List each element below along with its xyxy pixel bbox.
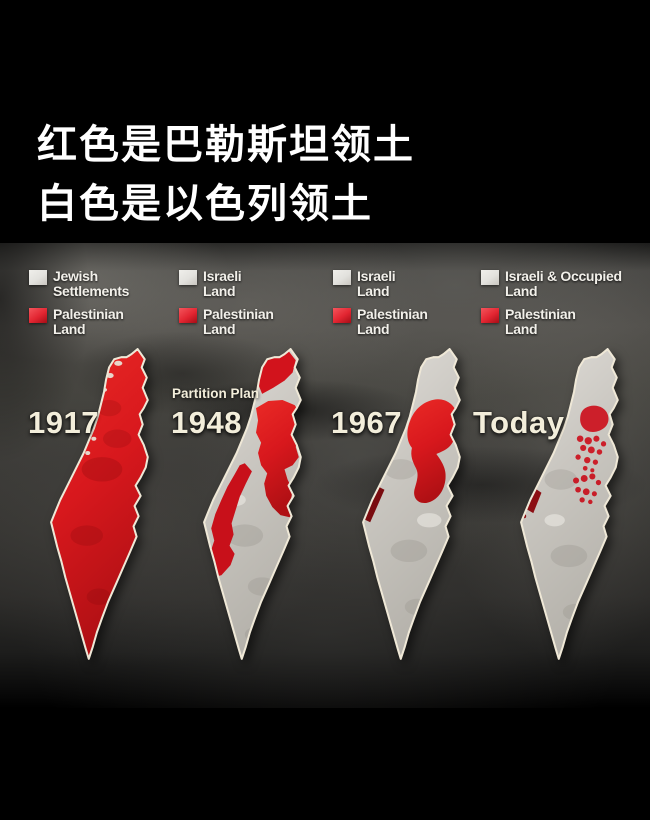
map-today (516, 347, 630, 665)
legend-item-jewish-settlements: Jewish Settlements (29, 269, 129, 299)
west-bank-fragments-north (575, 405, 609, 473)
legend-item-palestinian-land: Palestinian Land (333, 307, 428, 337)
jewish-settlements-label: Jewish Settlements (53, 268, 130, 299)
map-1917-svg (50, 348, 149, 660)
map-today-svg (520, 348, 619, 660)
israeli-land-label: Israeli Land (357, 268, 396, 299)
year-label-1967: 1967 (331, 405, 402, 440)
year-label-1917: 1917 (28, 405, 99, 440)
map-1948 (199, 347, 313, 665)
legend-1917: Jewish Settlements Palestinian Land (29, 269, 129, 345)
palestinian-land-label: Palestinian Land (53, 306, 124, 337)
palestinian-land-label: Palestinian Land (203, 306, 274, 337)
legend-1948: Israeli Land Palestinian Land (179, 269, 274, 345)
israeli-land-label: Israeli Land (203, 268, 242, 299)
palestinian-land-swatch (481, 308, 499, 323)
year-label-today: Today (473, 405, 565, 440)
year-label-1948: 1948 (171, 405, 242, 440)
west-bank-fragments-south (573, 473, 602, 505)
headline-line1: 红色是巴勒斯坦领土 (37, 122, 415, 168)
palestinian-territory (51, 349, 148, 659)
headline: 红色是巴勒斯坦领土 白色是以色列领土 (37, 116, 415, 234)
stone-background: Jewish Settlements Palestinian Land Isra… (0, 243, 650, 708)
map-1967-svg (362, 348, 461, 660)
palestinian-land-label: Palestinian Land (505, 306, 576, 337)
map-1948-svg (203, 348, 302, 660)
map-1917 (46, 347, 160, 665)
headline-line2: 白色是以色列领土 (37, 181, 373, 227)
coastal-gaza-arab-region (207, 463, 252, 578)
west-bank-region (407, 399, 459, 504)
legend-today: Israeli & Occupied Land Palestinian Land (481, 269, 622, 345)
palestinian-land-swatch (29, 308, 47, 323)
legend-item-israeli-occupied-land: Israeli & Occupied Land (481, 269, 622, 299)
partition-plan-label: Partition Plan (172, 386, 260, 401)
legend-item-israeli-land: Israeli Land (179, 269, 274, 299)
palestinian-land-swatch (179, 308, 197, 323)
gaza-region (526, 488, 542, 514)
galilee-arab-region (258, 351, 296, 394)
legend-item-palestinian-land: Palestinian Land (481, 307, 622, 337)
palestinian-land-label: Palestinian Land (357, 306, 428, 337)
legend-item-palestinian-land: Palestinian Land (179, 307, 274, 337)
map-1967 (358, 347, 472, 665)
israeli-land-swatch (333, 270, 351, 285)
israeli-land-swatch (179, 270, 197, 285)
israeli-occupied-land-swatch (481, 270, 499, 285)
legend-1967: Israeli Land Palestinian Land (333, 269, 428, 345)
legend-item-israeli-land: Israeli Land (333, 269, 428, 299)
palestinian-land-swatch (333, 308, 351, 323)
jewish-settlements-swatch (29, 270, 47, 285)
legend-item-palestinian-land: Palestinian Land (29, 307, 129, 337)
israeli-occupied-land-label: Israeli & Occupied Land (505, 268, 622, 299)
